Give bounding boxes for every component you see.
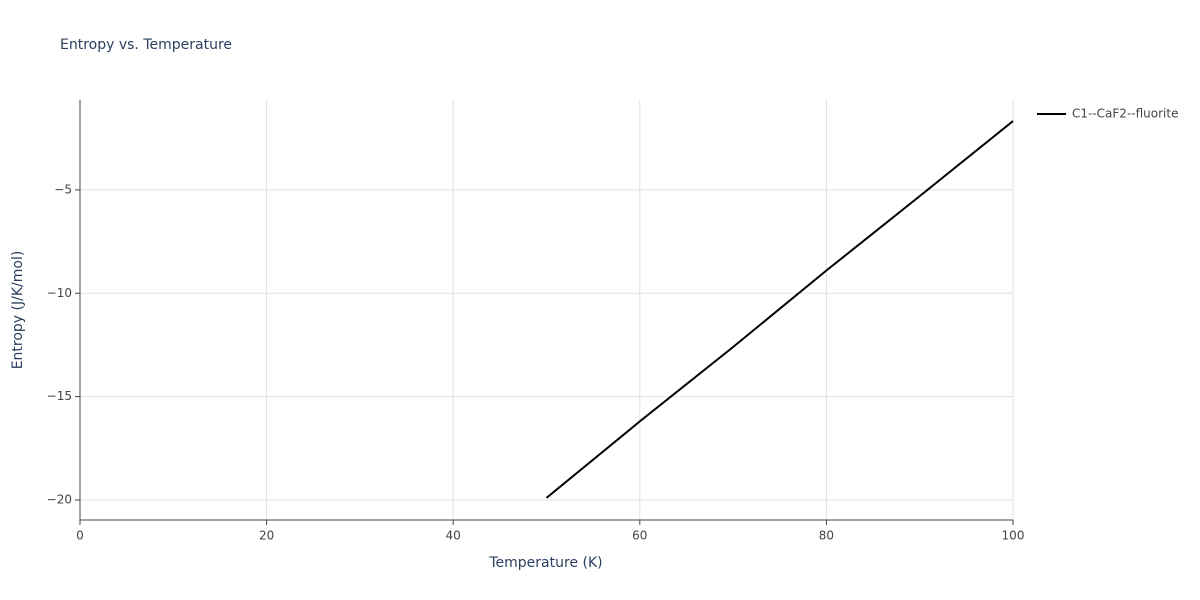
x-axis-title: Temperature (K)	[488, 555, 602, 571]
y-tick-label: −10	[47, 286, 72, 300]
line	[545, 120, 1014, 499]
x-tick-label: 100	[1002, 529, 1025, 543]
x-tick-label: 80	[819, 529, 834, 543]
x-tick-label: 20	[259, 529, 274, 543]
x-tick-label: 40	[446, 529, 461, 543]
x-tick-label: 60	[632, 529, 647, 543]
y-tick-label: −5	[54, 182, 72, 196]
legend-label: C1--CaF2--fluorite	[1072, 107, 1178, 121]
chart-title: Entropy vs. Temperature	[60, 37, 232, 53]
y-tick-label: −15	[47, 389, 72, 403]
y-tick-label: −20	[47, 492, 72, 506]
x-tick-label: 0	[76, 529, 84, 543]
y-axis-title: Entropy (J/K/mol)	[10, 251, 26, 370]
